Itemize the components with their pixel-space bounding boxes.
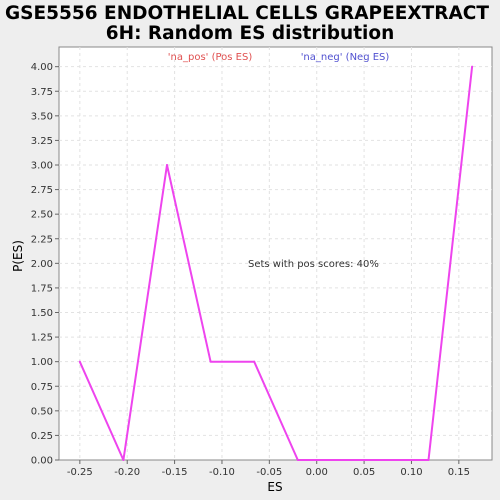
- y-tick-label-9: 2.25: [31, 234, 53, 245]
- series-0-point-4: [253, 360, 256, 363]
- x-tick-label-0: -0.25: [67, 467, 93, 478]
- annotation-pos-scores: Sets with pos scores: 40%: [248, 259, 379, 270]
- series-0-point-6: [340, 459, 343, 461]
- x-tick-label-7: 0.10: [400, 467, 422, 478]
- legend-pos: 'na_pos' (Pos ES): [168, 52, 253, 63]
- y-tick-label-13: 3.25: [31, 136, 53, 147]
- y-tick-label-0: 0.00: [31, 456, 53, 467]
- plot-area: [58, 46, 493, 461]
- series-line-0: [78, 66, 474, 461]
- y-tick-label-3: 0.75: [31, 382, 53, 393]
- x-tick-label-2: -0.15: [162, 467, 188, 478]
- x-tick-label-8: 0.15: [448, 467, 470, 478]
- y-tick-label-10: 2.50: [31, 210, 53, 221]
- x-tick-label-3: -0.10: [209, 467, 235, 478]
- y-tick-label-8: 2.00: [31, 259, 53, 270]
- y-tick-label-6: 1.50: [31, 308, 53, 319]
- x-tick-label-4: -0.05: [256, 467, 282, 478]
- y-tick-label-2: 0.50: [31, 406, 53, 417]
- series-0-point-3: [209, 360, 212, 363]
- series-0-point-8: [427, 459, 430, 461]
- y-tick-label-14: 3.50: [31, 111, 53, 122]
- y-tick-label-1: 0.25: [31, 431, 53, 442]
- series-0-point-2: [166, 164, 169, 166]
- x-tick-label-5: 0.00: [306, 467, 328, 478]
- y-tick-label-12: 3.00: [31, 161, 53, 172]
- y-tick-label-7: 1.75: [31, 283, 53, 294]
- y-tick-label-4: 1.00: [31, 357, 53, 368]
- series-layer: [78, 65, 474, 461]
- series-0-point-7: [383, 459, 386, 461]
- series-0-point-5: [296, 459, 299, 461]
- x-axis-label: ES: [267, 480, 282, 494]
- chart-title-line-2: 6H: Random ES distribution: [106, 23, 395, 44]
- y-tick-label-16: 4.00: [31, 62, 53, 73]
- y-axis-label: P(ES): [11, 240, 25, 272]
- x-tick-label-1: -0.20: [114, 467, 140, 478]
- series-0-point-1: [122, 459, 125, 461]
- y-tick-label-11: 2.75: [31, 185, 53, 196]
- x-tick-label-6: 0.05: [353, 467, 375, 478]
- grid-layer: [59, 47, 492, 460]
- chart-title-line-1: GSE5556 ENDOTHELIAL CELLS GRAPEEXTRACT: [5, 3, 489, 24]
- series-0-point-9: [471, 65, 474, 68]
- series-0-point-0: [78, 360, 81, 363]
- y-axis-ticks: 0.00 0.25 0.50 0.75 1.00 1.25 1.50 1.75 2.00 2.25…: [31, 62, 59, 467]
- y-tick-label-15: 3.75: [31, 87, 53, 98]
- y-tick-label-5: 1.25: [31, 333, 53, 344]
- legend-neg: 'na_neg' (Neg ES): [301, 52, 390, 63]
